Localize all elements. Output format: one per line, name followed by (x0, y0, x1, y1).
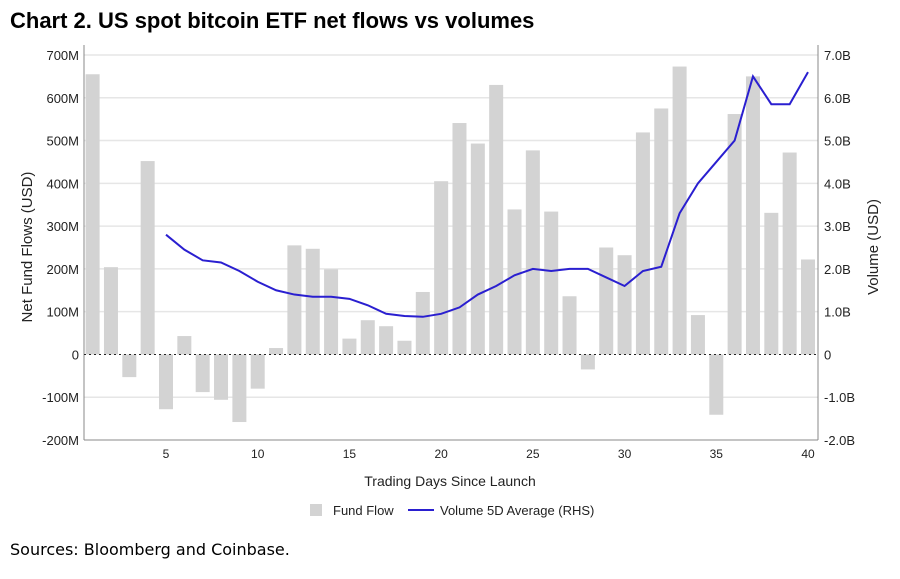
y-tick-label: 100M (46, 305, 79, 320)
bar (122, 354, 137, 378)
bar (544, 211, 559, 355)
y2-tick-label: 1.0B (824, 305, 851, 320)
bar (782, 152, 797, 355)
bar (159, 354, 173, 410)
bar (452, 123, 467, 355)
source-note: Sources: Bloomberg and Coinbase. (10, 540, 290, 559)
x-tick-label: 5 (163, 447, 170, 461)
bar (140, 161, 155, 355)
y-tick-label: 500M (46, 134, 79, 149)
bar (103, 267, 118, 355)
y-tick-label: 400M (46, 176, 79, 191)
bar (672, 66, 687, 355)
y2-tick-label: -1.0B (824, 390, 855, 405)
x-tick-label: 30 (618, 447, 632, 461)
bar (342, 338, 357, 355)
bar (470, 143, 485, 355)
bar (324, 269, 339, 355)
y2-tick-label: 7.0B (824, 48, 851, 63)
x-tick-label: 40 (801, 447, 815, 461)
bar (269, 348, 284, 355)
y-tick-label: -100M (42, 390, 79, 405)
volume-line (165, 71, 809, 318)
bar (709, 354, 724, 415)
bar (580, 354, 595, 370)
y2-tick-label: 0 (824, 347, 831, 362)
bar (360, 320, 375, 355)
bar (507, 209, 522, 355)
bar (415, 291, 430, 355)
bar (232, 354, 247, 423)
y2-axis-label: Volume (USD) (865, 199, 882, 295)
y2-tick-label: 3.0B (824, 219, 851, 234)
y2-tick-label: 5.0B (824, 134, 851, 149)
bar (745, 76, 760, 355)
bar (214, 354, 229, 400)
x-tick-label: 25 (526, 447, 540, 461)
bar (85, 74, 100, 355)
x-tick-label: 35 (710, 447, 724, 461)
bar (764, 212, 779, 355)
y2-tick-label: -2.0B (824, 433, 855, 448)
bar (635, 132, 650, 355)
bar (489, 84, 504, 355)
y-tick-label: 300M (46, 219, 79, 234)
y-tick-label: 600M (46, 91, 79, 106)
bar (287, 245, 302, 355)
bar (379, 326, 394, 355)
bar (617, 255, 632, 355)
y-tick-label: 200M (46, 262, 79, 277)
bar (177, 336, 192, 355)
bar (599, 247, 614, 355)
y2-tick-label: 2.0B (824, 262, 851, 277)
bar (434, 181, 449, 355)
bar (690, 315, 705, 355)
x-tick-label: 15 (343, 447, 357, 461)
chart-title: Chart 2. US spot bitcoin ETF net flows v… (10, 8, 535, 33)
y-tick-label: 0 (72, 347, 79, 362)
bar (525, 150, 540, 355)
bar (305, 248, 320, 355)
y-axis-label: Net Fund Flows (USD) (19, 172, 36, 323)
y2-tick-label: 4.0B (824, 176, 851, 191)
y2-tick-label: 6.0B (824, 91, 851, 106)
x-tick-label: 10 (251, 447, 265, 461)
legend-label-volume: Volume 5D Average (RHS) (440, 503, 594, 518)
x-axis-label: Trading Days Since Launch (364, 473, 535, 489)
bar (195, 354, 210, 393)
y-tick-label: 700M (46, 48, 79, 63)
bar (562, 296, 577, 355)
bar (397, 340, 412, 355)
bar (727, 114, 742, 355)
legend-label-fund-flow: Fund Flow (333, 503, 394, 518)
bar (250, 354, 265, 389)
bar (654, 108, 669, 355)
bar (801, 259, 815, 355)
legend-swatch-fund-flow (310, 504, 322, 516)
x-tick-label: 20 (434, 447, 448, 461)
y-tick-label: -200M (42, 433, 79, 448)
